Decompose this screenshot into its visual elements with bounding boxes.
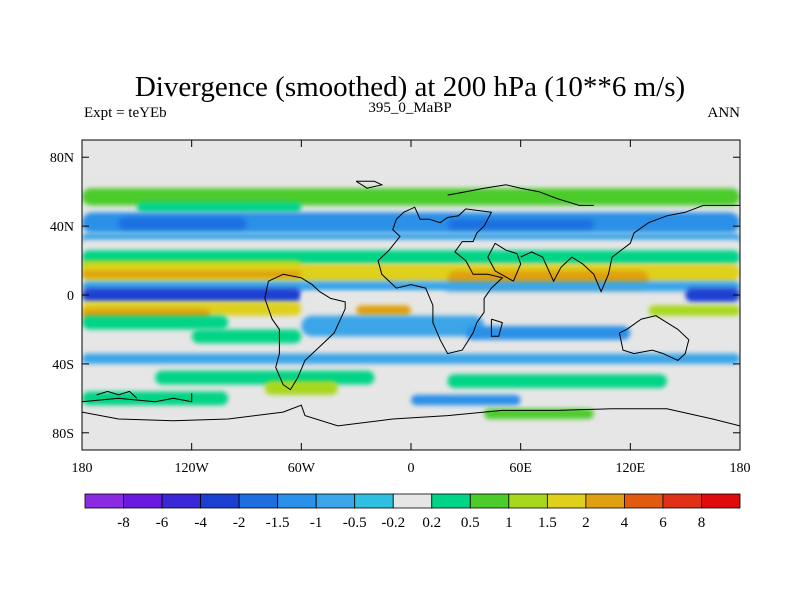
coastline-7: [487, 242, 522, 282]
contour-band-23: [191, 329, 302, 344]
colorbar-box-13: [585, 493, 625, 509]
coastline-8: [490, 318, 504, 337]
coastline-6: [96, 390, 138, 399]
colorbar-box-4: [238, 493, 279, 509]
contour-band-30: [484, 408, 594, 419]
x-tick-label-5: 120E: [616, 461, 646, 476]
contour-band-0: [82, 188, 740, 206]
contour-band-19: [648, 305, 740, 316]
contour-band-29: [411, 394, 521, 406]
contour-band-18: [356, 305, 411, 316]
contour-band-10: [82, 270, 302, 278]
colorbar-label-0: -8: [117, 515, 130, 531]
colorbar-box-11: [508, 493, 548, 509]
x-tick-label-4: 60E: [509, 461, 532, 476]
contour-band-22: [465, 326, 631, 340]
coastline-9: [355, 180, 384, 189]
y-tick-label-1: 40N: [50, 220, 74, 235]
y-axis: 80N 40N 0 40S 80S: [50, 151, 740, 442]
contour-band-20: [82, 315, 229, 330]
colorbar-label-11: 1.5: [538, 515, 557, 531]
y-tick-label-4: 80S: [52, 427, 74, 442]
season-label: ANN: [708, 105, 741, 121]
colorbar-label-7: -0.2: [381, 515, 405, 531]
x-tick-label-2: 60W: [288, 461, 316, 476]
colorbar-label-4: -1.5: [266, 515, 290, 531]
colorbar-label-8: 0.2: [422, 515, 441, 531]
colorbar-label-12: 2: [582, 515, 590, 531]
y-tick-label-2: 0: [67, 289, 74, 304]
contour-band-3: [118, 217, 247, 230]
coastline-10: [447, 184, 594, 206]
contour-band-6: [82, 239, 740, 251]
experiment-label: Expt = teYEb: [84, 105, 167, 121]
y-tick-label-3: 40S: [52, 358, 74, 373]
colorbar-box-8: [392, 493, 433, 509]
colorbar-box-3: [200, 493, 240, 509]
colorbar-box-5: [277, 493, 317, 509]
contour-band-13: [82, 288, 302, 302]
colorbar-label-5: -1: [310, 515, 323, 531]
colorbar-label-13: 4: [621, 515, 629, 531]
contour-band-21: [301, 315, 485, 337]
continent-outline-layer: [82, 180, 740, 427]
contour-band-25: [155, 370, 375, 385]
contour-band-1: [136, 202, 302, 213]
colorbar-label-15: 8: [698, 515, 706, 531]
time-label: 395_0_MaBP: [368, 100, 451, 116]
contour-band-15: [301, 291, 448, 302]
colorbar-label-6: -0.5: [343, 515, 367, 531]
colorbar-box-15: [662, 493, 702, 509]
colorbar-box-10: [469, 493, 510, 509]
colorbar-box-1: [123, 493, 163, 509]
colorbar-box-2: [161, 493, 201, 509]
colorbar-label-10: 1: [505, 515, 513, 531]
contour-band-4: [447, 219, 594, 230]
contour-band-24: [82, 353, 740, 364]
colorbar-box-16: [701, 493, 741, 509]
coastline-5: [82, 393, 193, 403]
colorbar-box-12: [546, 493, 587, 509]
coastline-3: [618, 315, 690, 361]
colorbar-box-6: [315, 493, 356, 509]
contour-band-27: [264, 381, 338, 395]
contour-band-26: [447, 374, 667, 388]
colorbar: -8 -6 -4 -2 -1.5 -1 -0.5 -0.2 0.2 0.5 1 1.5 2 4 6 8: [84, 493, 741, 531]
colorbar-label-14: 6: [659, 515, 667, 531]
colorbar-box-9: [431, 493, 471, 509]
coastline-1: [264, 273, 346, 391]
colorbar-box-14: [624, 493, 664, 509]
x-tick-label-3: 0: [408, 461, 415, 476]
colorbar-label-3: -2: [233, 515, 246, 531]
colorbar-box-7: [354, 493, 394, 509]
coastline-4: [82, 404, 740, 427]
colorbar-label-1: -6: [156, 515, 169, 531]
coastline-2: [520, 204, 740, 293]
contour-band-14: [685, 288, 740, 302]
colorbar-label-9: 0.5: [461, 515, 480, 531]
coastline-0: [377, 206, 504, 355]
x-tick-label-0: 180: [72, 461, 93, 476]
colorbar-label-2: -4: [194, 515, 207, 531]
contour-band-28: [82, 391, 229, 406]
y-tick-label-0: 80N: [50, 151, 74, 166]
x-axis: 180 120W 60W 0 60E 120E 180: [72, 140, 751, 476]
chart-title: Divergence (smoothed) at 200 hPa (10**6 …: [135, 71, 685, 103]
x-tick-label-1: 120W: [175, 461, 210, 476]
colorbar-box-0: [84, 493, 124, 509]
x-tick-label-6: 180: [730, 461, 751, 476]
